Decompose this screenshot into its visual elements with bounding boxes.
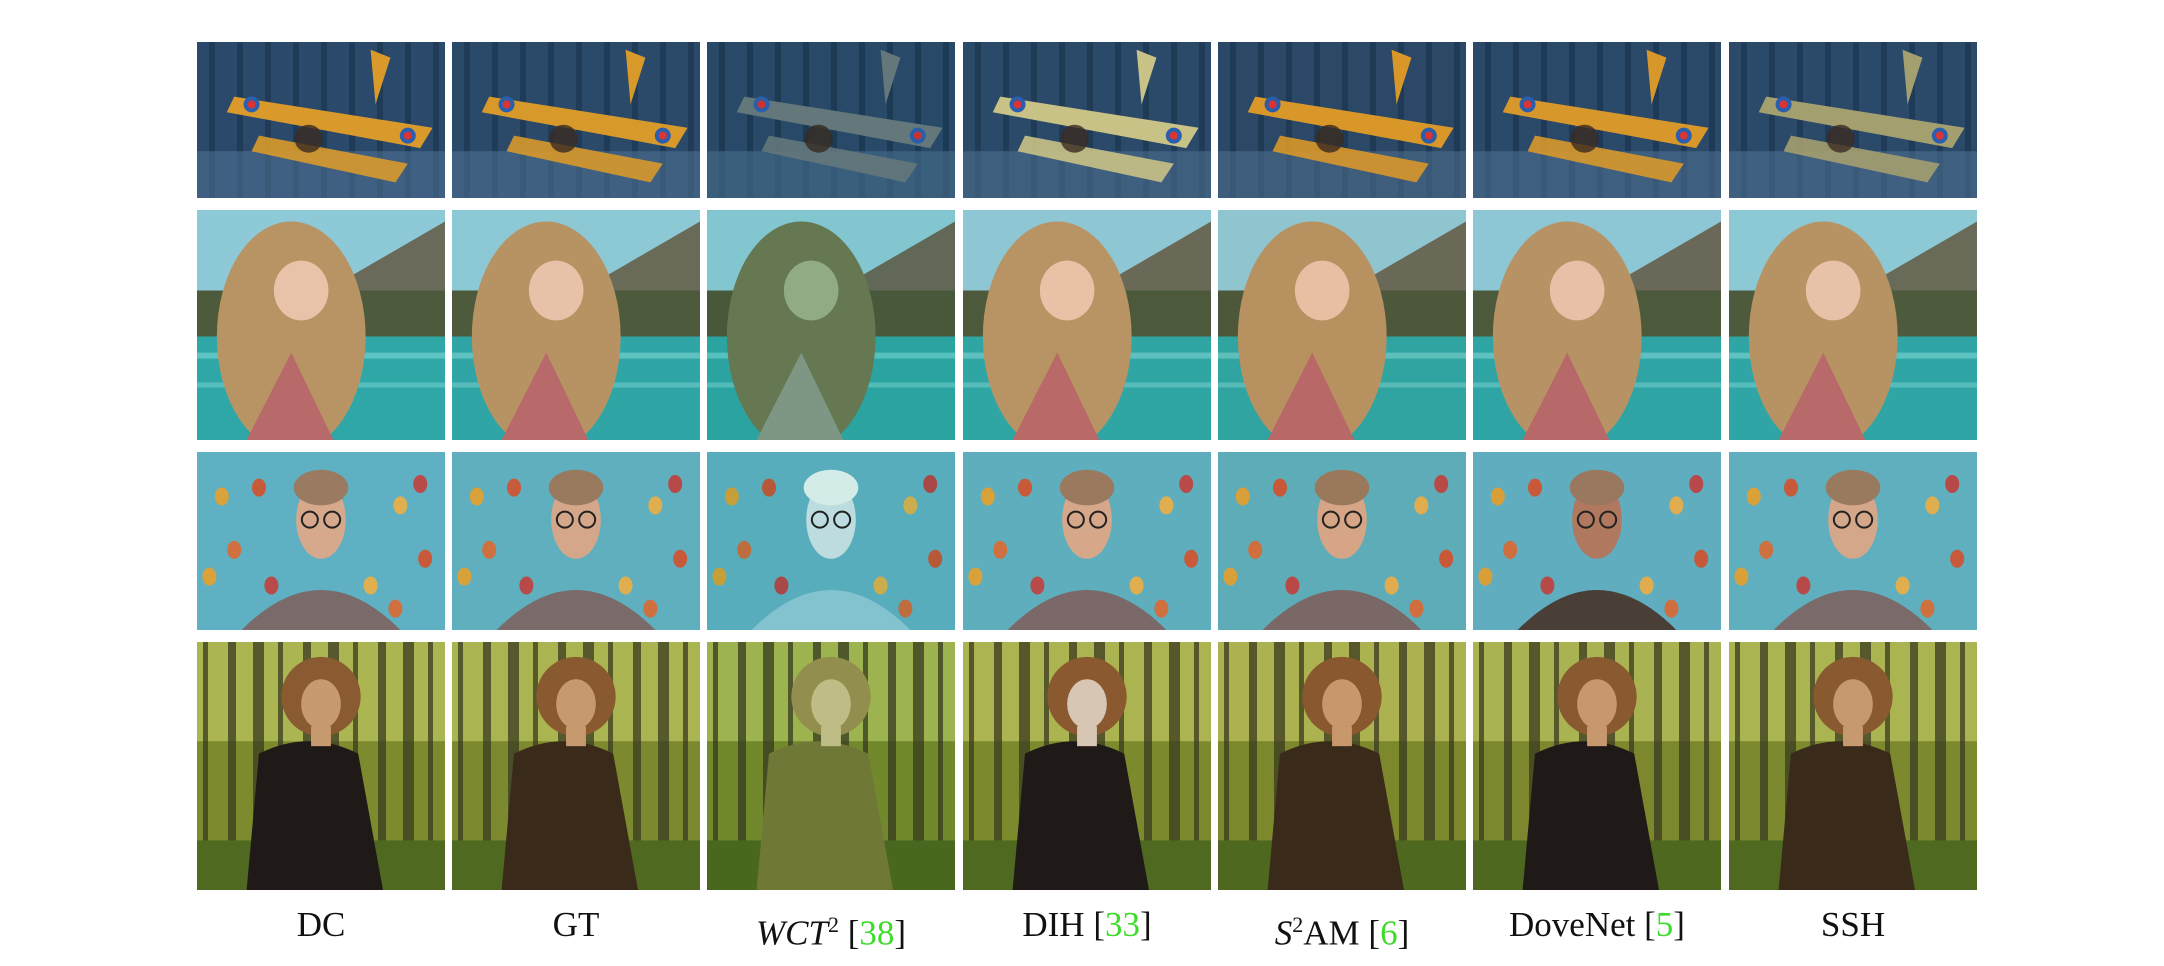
image-airplane-ssh <box>1729 42 1977 198</box>
image-woman-forest-dih <box>963 642 1211 890</box>
image-woman-lake-ssh <box>1729 210 1977 440</box>
label-text: AM <box>1303 913 1360 953</box>
image-airplane-gt <box>452 42 700 198</box>
label-text: DoveNet <box>1509 905 1636 944</box>
image-man-balloons-wct2 <box>707 452 955 630</box>
column-label-dih: DIH [33] <box>1022 905 1152 944</box>
image-woman-forest-ssh <box>1729 642 1977 890</box>
image-man-balloons-dovenet <box>1473 452 1721 630</box>
image-woman-lake-wct2 <box>707 210 955 440</box>
column-label-dovenet: DoveNet [5] <box>1509 905 1685 944</box>
image-man-balloons-dc <box>197 452 445 630</box>
label-italic: S <box>1274 913 1293 953</box>
image-woman-lake-dovenet <box>1473 210 1721 440</box>
image-woman-lake-dc <box>197 210 445 440</box>
column-label-s2am: S2AM [6] <box>1274 912 1410 953</box>
column-label-wct2: WCT2 [38] <box>755 912 907 953</box>
label-superscript: 2 <box>827 912 839 937</box>
citation-link[interactable]: 38 <box>859 913 895 953</box>
image-woman-forest-gt <box>452 642 700 890</box>
image-airplane-dih <box>963 42 1211 198</box>
label-italic: WCT <box>755 913 828 953</box>
image-woman-forest-dc <box>197 642 445 890</box>
label-superscript: 2 <box>1292 912 1304 937</box>
image-man-balloons-dih <box>963 452 1211 630</box>
image-man-balloons-gt <box>452 452 700 630</box>
image-airplane-s2am <box>1218 42 1466 198</box>
image-airplane-dc <box>197 42 445 198</box>
column-label-dc: DC <box>197 900 445 950</box>
image-airplane-dovenet <box>1473 42 1721 198</box>
image-woman-forest-s2am <box>1218 642 1466 890</box>
column-label-ssh: SSH <box>1729 900 1977 950</box>
label-text: GT <box>552 905 600 944</box>
image-woman-lake-s2am <box>1218 210 1466 440</box>
citation-link[interactable]: 6 <box>1380 913 1398 953</box>
citation-link[interactable]: 33 <box>1104 905 1140 944</box>
image-woman-lake-dih <box>963 210 1211 440</box>
citation-link[interactable]: 5 <box>1655 905 1674 944</box>
image-woman-forest-wct2 <box>707 642 955 890</box>
image-man-balloons-s2am <box>1218 452 1466 630</box>
label-text: SSH <box>1820 905 1886 944</box>
label-text: DC <box>296 905 346 944</box>
image-woman-lake-gt <box>452 210 700 440</box>
image-woman-forest-dovenet <box>1473 642 1721 890</box>
label-text: DIH <box>1022 905 1085 944</box>
column-label-gt: GT <box>452 900 700 950</box>
image-airplane-wct2 <box>707 42 955 198</box>
image-man-balloons-ssh <box>1729 452 1977 630</box>
